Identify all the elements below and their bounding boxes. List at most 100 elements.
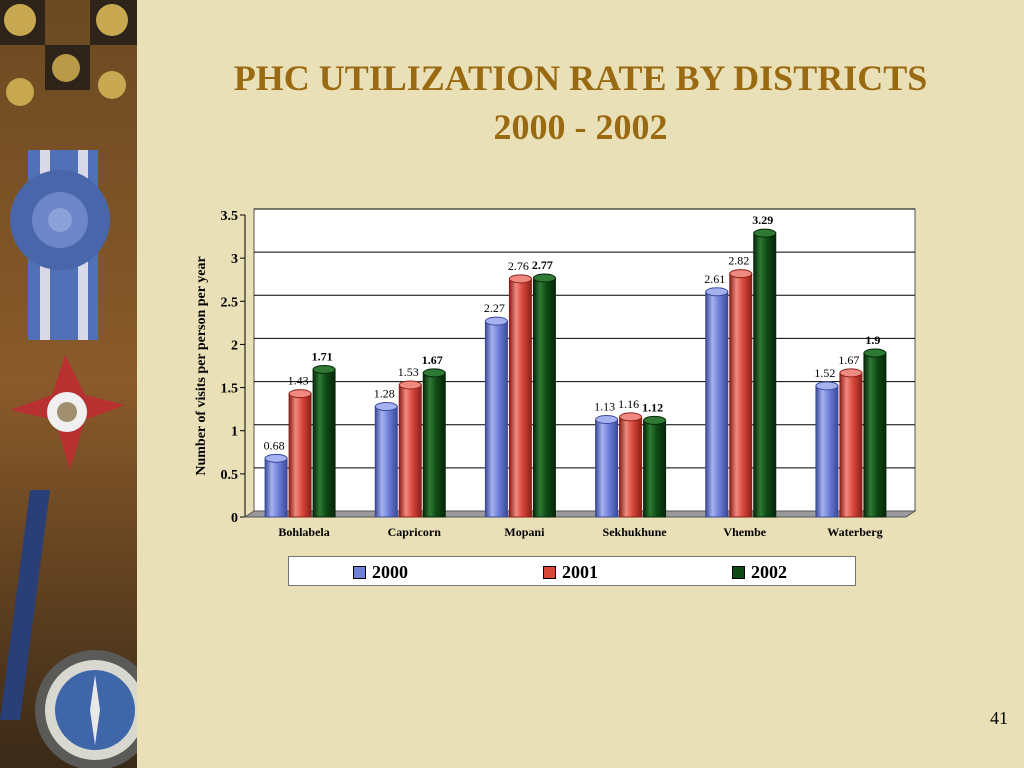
legend-swatch (543, 566, 556, 579)
bar-body (532, 277, 556, 518)
bar-body (312, 368, 336, 518)
bar-cap (374, 402, 398, 412)
bar: 2.27 (484, 301, 508, 518)
legend-label: 2000 (372, 562, 408, 582)
bar-body (398, 384, 422, 518)
decorative-medal-image (0, 0, 137, 768)
data-label: 2.61 (704, 272, 725, 286)
y-axis-label: Number of visits per person per year (194, 256, 209, 475)
bar: 2.76 (508, 259, 532, 518)
x-tick-label: Vhembe (723, 525, 766, 539)
bar-body (264, 457, 288, 518)
data-label: 1.9 (865, 333, 880, 347)
x-tick-label: Bohlabela (278, 525, 329, 539)
bar-cap (422, 368, 446, 378)
bar: 2.61 (704, 272, 729, 518)
data-label: 1.16 (618, 397, 639, 411)
legend-item: 2002 (732, 562, 787, 583)
bar-cap (288, 389, 312, 399)
bar: 1.9 (863, 333, 887, 518)
bar: 2.77 (532, 258, 556, 518)
legend-label: 2001 (562, 562, 598, 582)
bar: 2.82 (728, 254, 753, 518)
bar: 1.52 (814, 366, 839, 518)
data-label: 2.77 (532, 258, 553, 272)
chart-subtitle: 2000 - 2002 (493, 107, 668, 147)
data-label: 1.67 (422, 353, 443, 367)
legend-swatch (353, 566, 366, 579)
page-number: 41 (990, 708, 1008, 728)
data-label: 1.43 (288, 374, 309, 388)
bar: 1.53 (398, 365, 422, 518)
bar: 1.13 (594, 399, 619, 518)
data-label: 3.29 (752, 213, 773, 227)
y-tick-label: 1 (231, 425, 238, 440)
data-label: 0.68 (264, 438, 285, 452)
bar: 1.43 (288, 374, 312, 518)
legend-item: 2001 (543, 562, 598, 583)
bar-cap (839, 368, 863, 378)
x-tick-label: Waterberg (827, 525, 882, 539)
chart-title: PHC UTILIZATION RATE BY DISTRICTS (233, 58, 928, 98)
y-tick-label: 2 (231, 338, 238, 353)
bar-body (374, 406, 398, 518)
data-label: 1.52 (814, 366, 835, 380)
bar: 1.28 (374, 387, 398, 518)
bar: 3.29 (752, 213, 777, 518)
bar-body (508, 278, 532, 518)
bar-cap (264, 453, 288, 463)
bar-cap (484, 316, 508, 326)
data-label: 1.13 (594, 399, 615, 413)
bar: 1.71 (312, 349, 336, 518)
bar-cap (753, 228, 777, 238)
bar-body (839, 372, 863, 518)
y-tick-label: 3.5 (221, 209, 239, 224)
bar-cap (729, 269, 753, 279)
y-tick-label: 1.5 (221, 382, 239, 397)
bar: 1.67 (422, 353, 446, 518)
chart-legend: 2000 2001 2002 (288, 556, 856, 586)
plot-area (253, 208, 916, 512)
bar-body (595, 418, 619, 518)
x-tick-label: Mopani (504, 525, 545, 539)
bar-body (619, 416, 643, 518)
y-tick-label: 3 (231, 252, 238, 267)
bar-cap (705, 287, 729, 297)
x-tick-label: Sekhukhune (603, 525, 668, 539)
bar: 0.68 (264, 438, 288, 518)
chart-floor (243, 510, 917, 518)
data-label: 1.67 (838, 353, 859, 367)
bar-cap (619, 412, 643, 422)
data-label: 1.71 (312, 349, 333, 363)
data-label: 1.28 (374, 387, 395, 401)
bar-cap (815, 381, 839, 391)
bar: 1.12 (642, 400, 667, 518)
bar-body (815, 385, 839, 518)
y-tick-label: 0.5 (221, 468, 239, 483)
bar: 1.67 (838, 353, 863, 518)
bar: 1.16 (618, 397, 643, 518)
bar-body (484, 320, 508, 518)
bar-cap (508, 274, 532, 284)
bar-cap (863, 348, 887, 358)
bar-cap (398, 380, 422, 390)
y-tick-label: 2.5 (221, 295, 239, 310)
bar-cap (595, 414, 619, 424)
bar-body (288, 393, 312, 518)
bar-body (863, 352, 887, 518)
legend-swatch (732, 566, 745, 579)
data-label: 2.76 (508, 259, 529, 273)
data-label: 1.53 (398, 365, 419, 379)
bar-body (643, 419, 667, 518)
legend-label: 2002 (751, 562, 787, 582)
bar-body (729, 273, 753, 518)
data-label: 2.27 (484, 301, 505, 315)
data-label: 2.82 (728, 254, 749, 268)
x-tick-label: Capricorn (388, 525, 442, 539)
y-tick-label: 0 (231, 511, 238, 526)
bar-cap (643, 415, 667, 425)
bar-cap (312, 364, 336, 374)
bar-body (422, 372, 446, 518)
bar-body (705, 291, 729, 518)
